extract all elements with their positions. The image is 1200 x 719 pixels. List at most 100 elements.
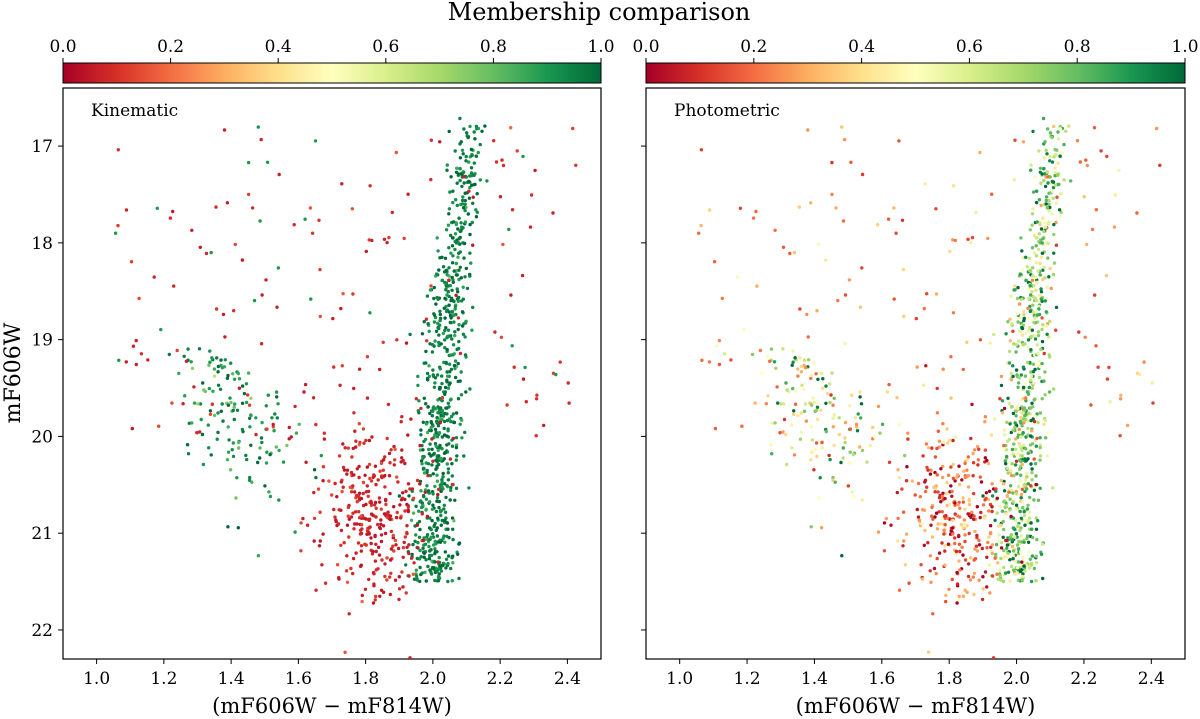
star-point (943, 523, 947, 527)
star-point (1048, 319, 1052, 323)
star-point (454, 293, 458, 297)
star-point (1027, 550, 1031, 554)
star-point (507, 227, 511, 232)
star-point (903, 453, 907, 458)
star-point (1014, 409, 1019, 413)
star-point (1036, 333, 1041, 338)
star-point (388, 461, 392, 465)
star-point (812, 361, 816, 365)
star-point (186, 347, 190, 351)
star-point (416, 540, 420, 545)
star-point (858, 390, 862, 394)
star-point (1024, 399, 1028, 403)
star-point (1093, 293, 1097, 297)
star-point (350, 455, 354, 459)
star-point (1044, 324, 1049, 328)
star-point (438, 140, 442, 144)
star-point (918, 495, 922, 499)
star-point (1006, 555, 1010, 559)
star-point (994, 552, 998, 557)
star-point (876, 404, 881, 409)
star-point (418, 579, 422, 584)
star-point (1043, 184, 1048, 189)
star-point (1040, 361, 1044, 366)
star-point (449, 367, 454, 372)
star-point (871, 425, 875, 430)
star-point (258, 219, 262, 223)
star-point (968, 578, 973, 582)
star-point (1008, 497, 1012, 501)
star-point (1012, 473, 1016, 478)
star-point (210, 356, 214, 360)
star-point (567, 401, 571, 405)
star-point (342, 468, 347, 472)
star-point (937, 439, 942, 443)
star-point (1002, 489, 1007, 493)
star-point (455, 181, 459, 185)
star-point (886, 217, 891, 221)
star-point (435, 464, 439, 468)
star-point (384, 502, 388, 507)
star-point (451, 527, 455, 531)
star-point (462, 181, 466, 185)
star-point (1019, 479, 1023, 483)
star-point (385, 515, 389, 519)
star-point (419, 406, 423, 411)
star-point (451, 436, 455, 441)
star-point (464, 266, 468, 271)
star-point (805, 312, 809, 317)
star-point (1010, 322, 1014, 326)
star-point (843, 420, 848, 425)
star-point (432, 320, 437, 324)
star-point (440, 447, 444, 451)
star-point (1035, 220, 1039, 224)
star-point (370, 435, 374, 439)
star-point (994, 487, 998, 491)
star-point (404, 489, 408, 493)
star-point (1021, 140, 1026, 144)
star-point (941, 464, 945, 469)
star-point (443, 338, 447, 342)
star-point (834, 206, 838, 210)
star-point (335, 563, 340, 567)
star-point (405, 545, 409, 549)
star-point (432, 543, 436, 547)
star-point (439, 523, 443, 527)
star-point (359, 514, 363, 518)
star-point (454, 261, 458, 266)
star-point (450, 244, 455, 248)
star-point (433, 539, 437, 544)
star-point (452, 320, 456, 324)
star-point (926, 650, 931, 654)
star-point (967, 497, 971, 502)
star-point (781, 245, 786, 249)
star-point (1031, 405, 1035, 409)
star-point (406, 505, 411, 509)
star-point (939, 467, 943, 471)
star-point (1002, 443, 1006, 448)
star-point (368, 311, 372, 315)
star-point (303, 217, 307, 221)
star-point (448, 320, 452, 325)
star-point (457, 323, 461, 327)
star-point (117, 358, 121, 362)
star-point (942, 532, 946, 536)
star-point (858, 395, 862, 399)
star-point (139, 352, 144, 356)
star-point (435, 550, 439, 554)
star-point (312, 516, 317, 521)
star-point (373, 598, 377, 602)
star-point (451, 254, 455, 258)
star-point (1043, 299, 1048, 303)
star-point (1048, 266, 1052, 271)
star-point (906, 431, 910, 435)
star-point (242, 391, 247, 396)
star-point (392, 505, 396, 509)
star-point (1018, 569, 1023, 574)
colorbar-tick-label: 0.6 (372, 37, 399, 57)
star-point (1039, 203, 1043, 208)
star-point (237, 440, 241, 445)
star-point (440, 374, 444, 378)
star-point (403, 509, 407, 513)
star-point (453, 304, 458, 309)
